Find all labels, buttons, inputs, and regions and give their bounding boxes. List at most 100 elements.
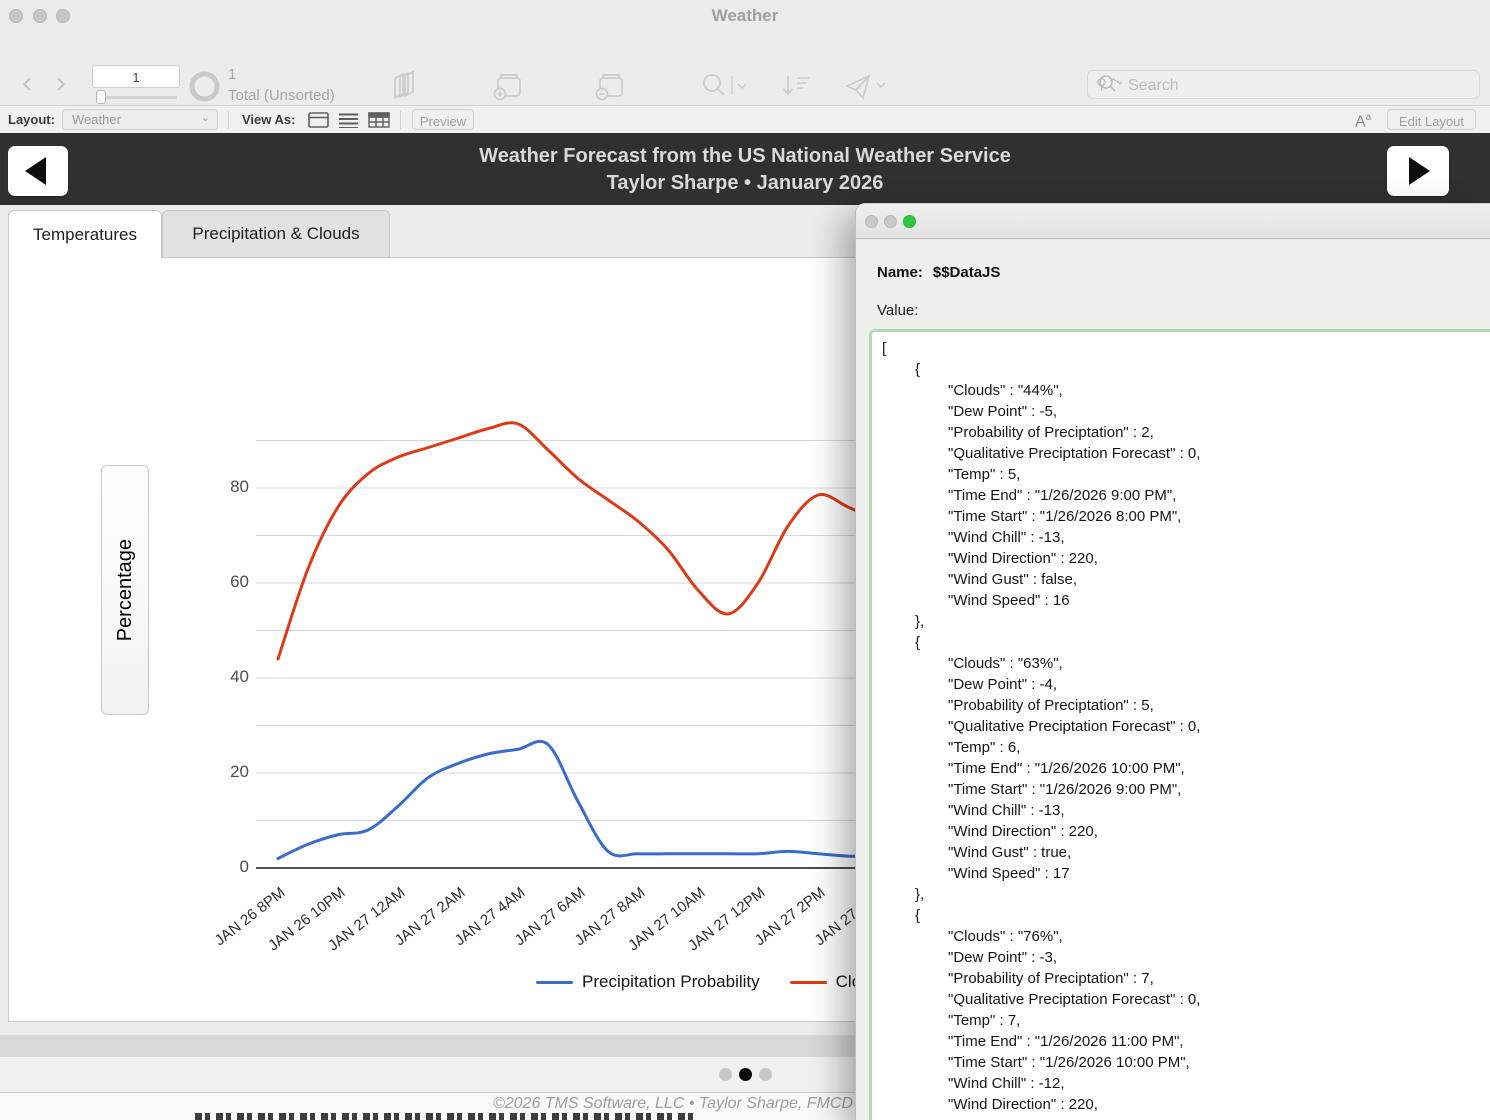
page-dots (719, 1068, 772, 1081)
new-record-icon (453, 70, 563, 106)
legend-item: Precipitation Probability (536, 972, 760, 992)
series-line (276, 739, 880, 860)
y-axis-tick-label: 60 (230, 572, 249, 591)
json-line: "Wind Chill" : -13, (948, 802, 1065, 819)
status-toolbar: ‹ › 1 Records 1 Total (Unsorted) Show Al… (0, 30, 1490, 128)
tab-precipitation-clouds[interactable]: Precipitation & Clouds (162, 210, 390, 257)
form-view-button[interactable] (308, 112, 329, 133)
sort-icon (765, 70, 825, 106)
page-dot[interactable] (739, 1068, 752, 1081)
chevron-down-icon: ⌄ (200, 112, 210, 124)
json-line: "Probability of Preciptation" : 7, (948, 970, 1154, 987)
series-line (276, 421, 880, 661)
json-line: "Clouds" : "44%", (948, 382, 1063, 399)
preview-button[interactable]: Preview (412, 109, 474, 130)
share-icon (830, 70, 900, 106)
layout-dropdown[interactable]: Weather ⌄ (62, 109, 218, 130)
json-line: "Dew Point" : -5, (948, 403, 1058, 420)
json-line: "Time Start" : "1/26/2026 8:00 PM", (948, 508, 1182, 525)
tab-temperatures[interactable]: Temperatures (8, 210, 162, 258)
minimize-window-button[interactable] (33, 9, 47, 23)
record-slider-thumb[interactable] (96, 90, 106, 104)
json-line: "Wind Direction" : 220, (948, 1096, 1098, 1113)
layout-label: Layout: (8, 112, 55, 127)
json-line: { (915, 361, 921, 378)
json-line: [ (882, 340, 887, 357)
edit-layout-button[interactable]: Edit Layout (1387, 109, 1476, 130)
y-axis-tick-label: 20 (230, 762, 249, 781)
value-label: Value: (877, 302, 919, 319)
json-line: "Wind Speed" : 17 (948, 865, 1070, 882)
clipped-text-fragment (195, 1113, 695, 1120)
search-magnifier-icon (1098, 74, 1124, 98)
y-axis-tick-label: 40 (230, 667, 249, 686)
report-title: Weather Forecast from the US National We… (0, 143, 1490, 197)
table-view-button[interactable] (368, 112, 390, 133)
current-record-input[interactable]: 1 (92, 65, 180, 88)
report-title-line1: Weather Forecast from the US National We… (479, 145, 1011, 167)
name-label: Name: (877, 264, 923, 281)
layout-bar: Layout: Weather ⌄ View As: Preview Aa Ed… (0, 105, 1490, 135)
previous-record-button[interactable]: ‹ (22, 66, 32, 99)
find-icon (685, 70, 760, 106)
json-line: "Qualitative Preciptation Forecast" : 0, (948, 991, 1201, 1008)
y-axis-title-box: Percentage (101, 465, 149, 715)
zoom-window-button[interactable] (903, 215, 916, 228)
y-axis-tick-label: 80 (230, 477, 249, 496)
json-line: "Wind Chill" : -12, (948, 1075, 1065, 1092)
json-line: "Wind Speed" : 16 (948, 592, 1070, 609)
record-slider[interactable] (97, 96, 177, 99)
zoom-window-button[interactable] (56, 9, 70, 23)
banner-next-button[interactable] (1387, 146, 1449, 196)
chart-legend: Precipitation ProbabilityClouds (536, 972, 889, 992)
json-line: "Wind Gust" : true, (948, 844, 1072, 861)
json-line: "Wind Direction" : 220, (948, 823, 1098, 840)
legend-label: Precipitation Probability (582, 972, 760, 991)
json-line: "Wind Chill" : -13, (948, 529, 1065, 546)
found-count-caption: Total (Unsorted) (228, 87, 335, 104)
json-line: "Qualitative Preciptation Forecast" : 0, (948, 718, 1201, 735)
view-as-label: View As: (242, 112, 296, 127)
page-dot[interactable] (719, 1068, 732, 1081)
json-line: }, (915, 886, 925, 903)
legend-swatch (789, 980, 827, 984)
divider (0, 1092, 1490, 1093)
json-line: "Wind Direction" : 220, (948, 550, 1098, 567)
next-record-button[interactable]: › (56, 66, 66, 99)
divider (228, 111, 229, 129)
json-line: "Time End" : "1/26/2026 9:00 PM", (948, 487, 1177, 504)
quick-find-field[interactable]: ⚲⌃︎ (1087, 70, 1480, 99)
pie-progress-icon (189, 71, 220, 102)
json-line: "Clouds" : "76%", (948, 928, 1063, 945)
variable-name: $$DataJS (932, 264, 1001, 281)
layout-dropdown-value: Weather (72, 112, 121, 127)
variable-value-textarea[interactable]: [ { "Clouds" : "44%", "Dew Point" : -5, "Pro… (869, 329, 1490, 1120)
json-line: "Time Start" : "1/26/2026 10:00 PM", (948, 1054, 1190, 1071)
text-formatting-icon[interactable]: Aa (1355, 112, 1372, 131)
divider (400, 111, 401, 129)
report-header-banner: Weather Forecast from the US National We… (0, 133, 1490, 205)
data-viewer-window: Name: $$DataJS Value: [ { "Clouds" : "44%",… (855, 203, 1490, 1120)
legend-swatch (536, 980, 573, 984)
search-input[interactable] (1126, 73, 1460, 98)
banner-previous-button[interactable] (8, 146, 68, 196)
json-line: "Dew Point" : -4, (948, 676, 1058, 693)
json-line: }, (915, 613, 925, 630)
json-line: { (915, 907, 921, 924)
json-line: "Probability of Preciptation" : 2, (948, 424, 1154, 441)
json-line: "Temp" : 5, (948, 466, 1021, 483)
close-window-button[interactable] (9, 9, 23, 23)
found-count-number: 1 (228, 66, 237, 83)
minimize-window-button[interactable] (884, 215, 897, 228)
json-line: "Clouds" : "63%", (948, 655, 1063, 672)
close-window-button[interactable] (865, 215, 878, 228)
window-title: Weather (711, 6, 779, 25)
json-line: "Time Start" : "1/26/2026 9:00 PM", (948, 781, 1182, 798)
page-dot[interactable] (759, 1068, 772, 1081)
layers-icon (360, 70, 450, 106)
list-view-button[interactable] (338, 112, 359, 133)
json-line: "Dew Point" : -3, (948, 949, 1058, 966)
report-title-line2: Taylor Sharpe • January 2026 (606, 172, 884, 194)
json-line: "Temp" : 6, (948, 739, 1021, 756)
